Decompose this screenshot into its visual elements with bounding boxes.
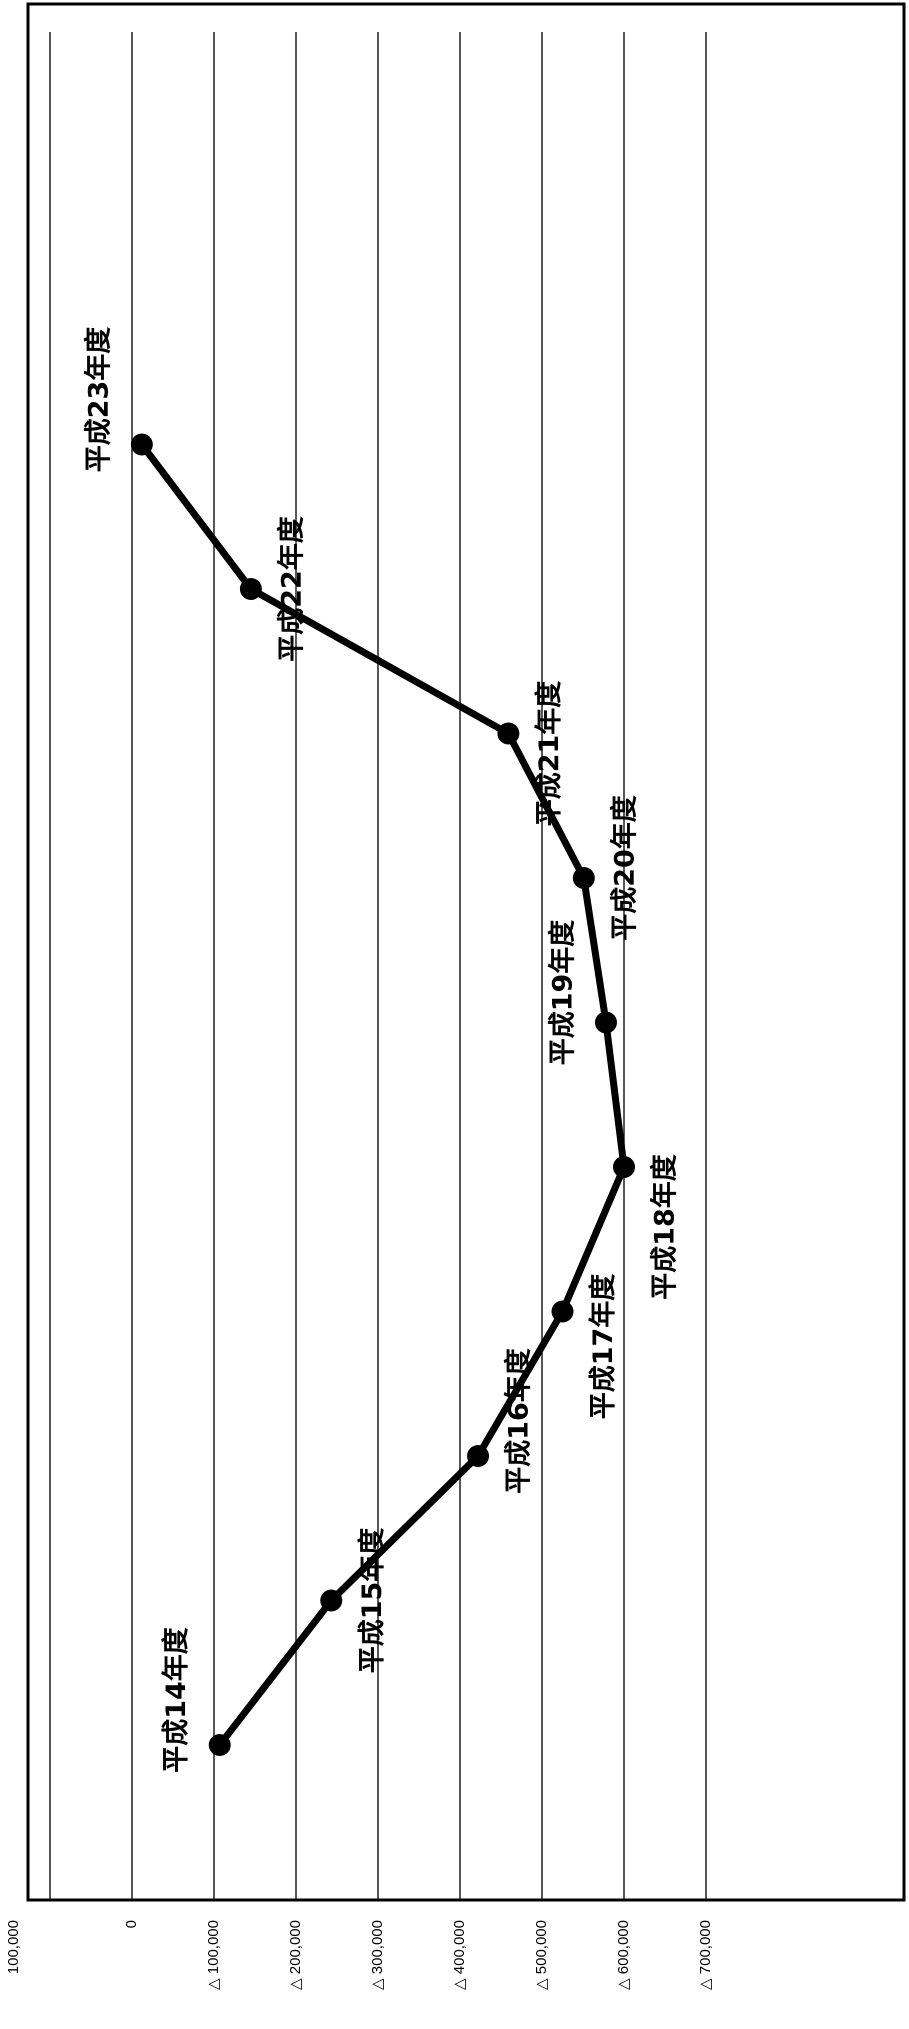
series-line <box>138 441 628 1749</box>
data-point-6 <box>572 867 595 889</box>
data-label-7: 平成21年度 <box>533 681 565 827</box>
tick-label-7: △ 600,000 <box>615 1920 632 1990</box>
data-point-7 <box>497 722 520 745</box>
data-label-6: 平成20年度 <box>608 795 640 941</box>
plot-border <box>26 2 906 1902</box>
data-label-3: 平成17年度 <box>587 1274 619 1420</box>
data-label-9: 平成23年度 <box>82 327 114 473</box>
data-point-4 <box>613 1156 635 1178</box>
gridlines <box>49 32 707 1900</box>
tick-label-4: △ 300,000 <box>369 1920 386 1990</box>
data-label-1: 平成15年度 <box>356 1528 388 1674</box>
value-axis-ticks: 100,000 0 △ 100,000 △ 200,000 △ 300,000 △ 400… <box>5 1920 714 1990</box>
tick-label-0: 100,000 <box>5 1920 22 1974</box>
data-point-9 <box>130 433 153 456</box>
data-point-5 <box>594 1011 617 1034</box>
tick-label-1: 0 <box>123 1920 140 1928</box>
data-point-0 <box>208 1734 231 1756</box>
tick-label-5: △ 400,000 <box>451 1920 468 1990</box>
data-point-8 <box>239 578 262 600</box>
data-point-2 <box>467 1445 490 1467</box>
data-point-1 <box>320 1589 343 1612</box>
data-point-3 <box>551 1300 574 1323</box>
tick-label-3: △ 200,000 <box>287 1920 304 1990</box>
data-label-4: 平成18年度 <box>649 1154 681 1300</box>
series-line-layer <box>138 441 628 1749</box>
tick-label-2: △ 100,000 <box>205 1920 222 1990</box>
data-label-8: 平成22年度 <box>275 516 307 662</box>
tick-label-8: △ 700,000 <box>697 1920 714 1990</box>
data-label-5: 平成19年度 <box>546 920 578 1066</box>
tick-label-6: △ 500,000 <box>533 1920 550 1990</box>
data-points <box>130 433 635 1756</box>
data-label-2: 平成16年度 <box>503 1348 535 1494</box>
data-label-0: 平成14年度 <box>160 1627 192 1773</box>
